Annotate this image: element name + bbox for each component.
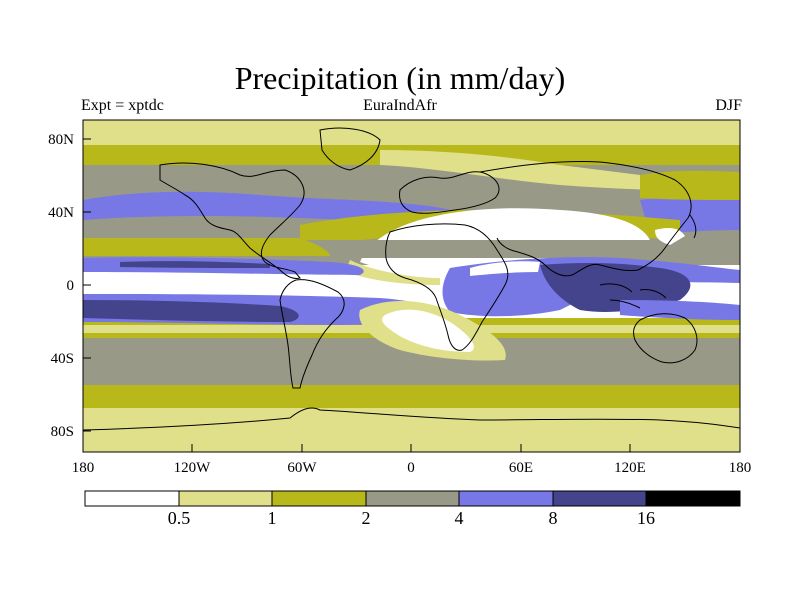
north-america-coast — [159, 162, 305, 279]
chart-title: Precipitation (in mm/day) — [234, 60, 566, 96]
lon-label: 60W — [287, 460, 317, 476]
colorbar-label: 4 — [455, 508, 464, 528]
band-subantarctic — [83, 385, 740, 410]
japan-coast — [689, 214, 697, 239]
experiment-label: Expt = xptdc — [81, 97, 164, 114]
colorbar — [84, 490, 741, 507]
coastlines — [83, 127, 740, 431]
lon-label: 60E — [509, 460, 533, 476]
colorbar-box-3 — [365, 490, 460, 507]
region-label: EuraIndAfr — [363, 97, 437, 114]
colorbar-box-4 — [458, 490, 554, 507]
east-asia-white — [655, 228, 685, 245]
tick-marks — [82, 138, 741, 452]
season-label: DJF — [715, 97, 742, 114]
east-asia-green — [640, 170, 740, 200]
colorbar-labels: 0.5 1 2 4 8 16 — [168, 508, 655, 528]
equatorial-dry — [83, 275, 430, 298]
colorbar-box-0 — [84, 490, 180, 507]
tropic-north-green — [83, 238, 330, 256]
indian-dry-patch — [470, 261, 540, 276]
lat-label: 80N — [48, 132, 74, 148]
south-atlantic-dry — [382, 309, 474, 352]
colorbar-label: 2 — [362, 508, 371, 528]
africa-coast — [385, 223, 509, 351]
lon-label: 120W — [174, 460, 212, 476]
maritime-continent-core — [540, 263, 691, 312]
lat-label: 0 — [67, 278, 75, 294]
europe-coast — [399, 171, 500, 214]
itcz-north-dark — [120, 261, 270, 268]
colorbar-box-5 — [552, 490, 647, 507]
north-light-band — [380, 150, 680, 190]
sahara-edge — [345, 260, 440, 285]
colorbar-label: 1 — [268, 508, 277, 528]
colorbar-box-2 — [271, 490, 367, 507]
lon-labels: 180 120W 60W 0 60E 120E 180 — [72, 460, 752, 476]
asia-coast — [479, 161, 692, 277]
south-america-coast — [279, 279, 345, 389]
lat-label: 80S — [51, 424, 74, 440]
colorbar-box-1 — [178, 490, 273, 507]
contour-fill — [83, 120, 740, 452]
australia-coast — [633, 313, 698, 364]
south-east-wet — [620, 300, 740, 320]
indonesia-coast — [599, 283, 667, 309]
colorbar-label: 8 — [549, 508, 558, 528]
lon-label: 0 — [407, 460, 415, 476]
south-wet-core — [83, 300, 299, 322]
greenland-coast — [319, 127, 381, 171]
lon-label: 180 — [72, 460, 95, 476]
colorbar-label: 16 — [637, 508, 655, 528]
lon-label: 120E — [614, 460, 646, 476]
lon-label: 180 — [729, 460, 752, 476]
lat-labels: 80N 40N 0 40S 80S — [48, 132, 74, 440]
colorbar-box-6 — [645, 490, 741, 507]
lat-label: 40S — [51, 351, 74, 367]
antarctica-coast — [83, 407, 740, 431]
lat-label: 40N — [48, 205, 74, 221]
colorbar-label: 0.5 — [168, 508, 191, 528]
